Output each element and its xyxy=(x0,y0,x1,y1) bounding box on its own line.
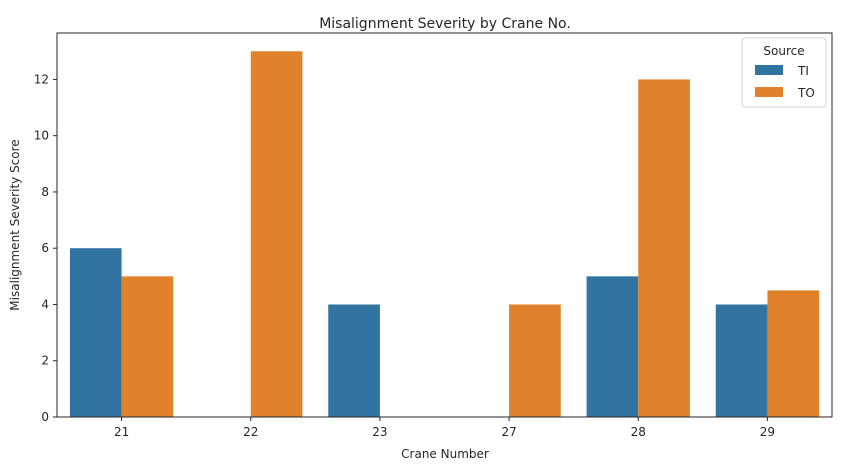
bar-to-21 xyxy=(121,276,174,417)
y-tick-label: 0 xyxy=(41,410,49,424)
chart-title: Misalignment Severity by Crane No. xyxy=(319,16,571,32)
bar-ti-23 xyxy=(328,304,380,417)
x-tick-label: 27 xyxy=(501,425,516,439)
bar-to-29 xyxy=(767,290,820,417)
legend-label-ti: TI xyxy=(797,64,809,78)
x-tick-label: 22 xyxy=(243,425,258,439)
bar-to-28 xyxy=(638,79,690,418)
bar-ti-28 xyxy=(586,276,639,417)
x-axis: 21 22 23 27 28 29 xyxy=(114,417,775,439)
legend-swatch-to xyxy=(755,87,783,97)
y-tick-label: 10 xyxy=(34,129,49,143)
bar-ti-29 xyxy=(715,304,768,417)
y-tick-label: 6 xyxy=(41,241,49,255)
legend-swatch-ti xyxy=(755,65,783,75)
bar-to-27 xyxy=(509,304,561,417)
y-axis-label: Misalignment Severity Score xyxy=(8,139,22,310)
y-tick-label: 8 xyxy=(41,185,49,199)
x-axis-label: Crane Number xyxy=(401,447,489,461)
y-tick-label: 2 xyxy=(41,354,49,368)
legend-title: Source xyxy=(763,44,804,58)
legend: Source TI TO xyxy=(741,37,827,108)
legend-label-to: TO xyxy=(797,86,815,100)
x-tick-label: 21 xyxy=(114,425,129,439)
bar-ti-21 xyxy=(69,248,122,417)
y-tick-label: 4 xyxy=(41,297,49,311)
bar-to-22 xyxy=(250,51,303,418)
y-tick-label: 12 xyxy=(34,72,49,86)
x-tick-label: 29 xyxy=(760,425,775,439)
x-tick-label: 23 xyxy=(372,425,387,439)
x-tick-label: 28 xyxy=(631,425,646,439)
y-axis: 0 2 4 6 8 10 12 xyxy=(34,72,57,424)
bars-layer xyxy=(69,51,820,418)
plot-frame xyxy=(56,32,833,418)
